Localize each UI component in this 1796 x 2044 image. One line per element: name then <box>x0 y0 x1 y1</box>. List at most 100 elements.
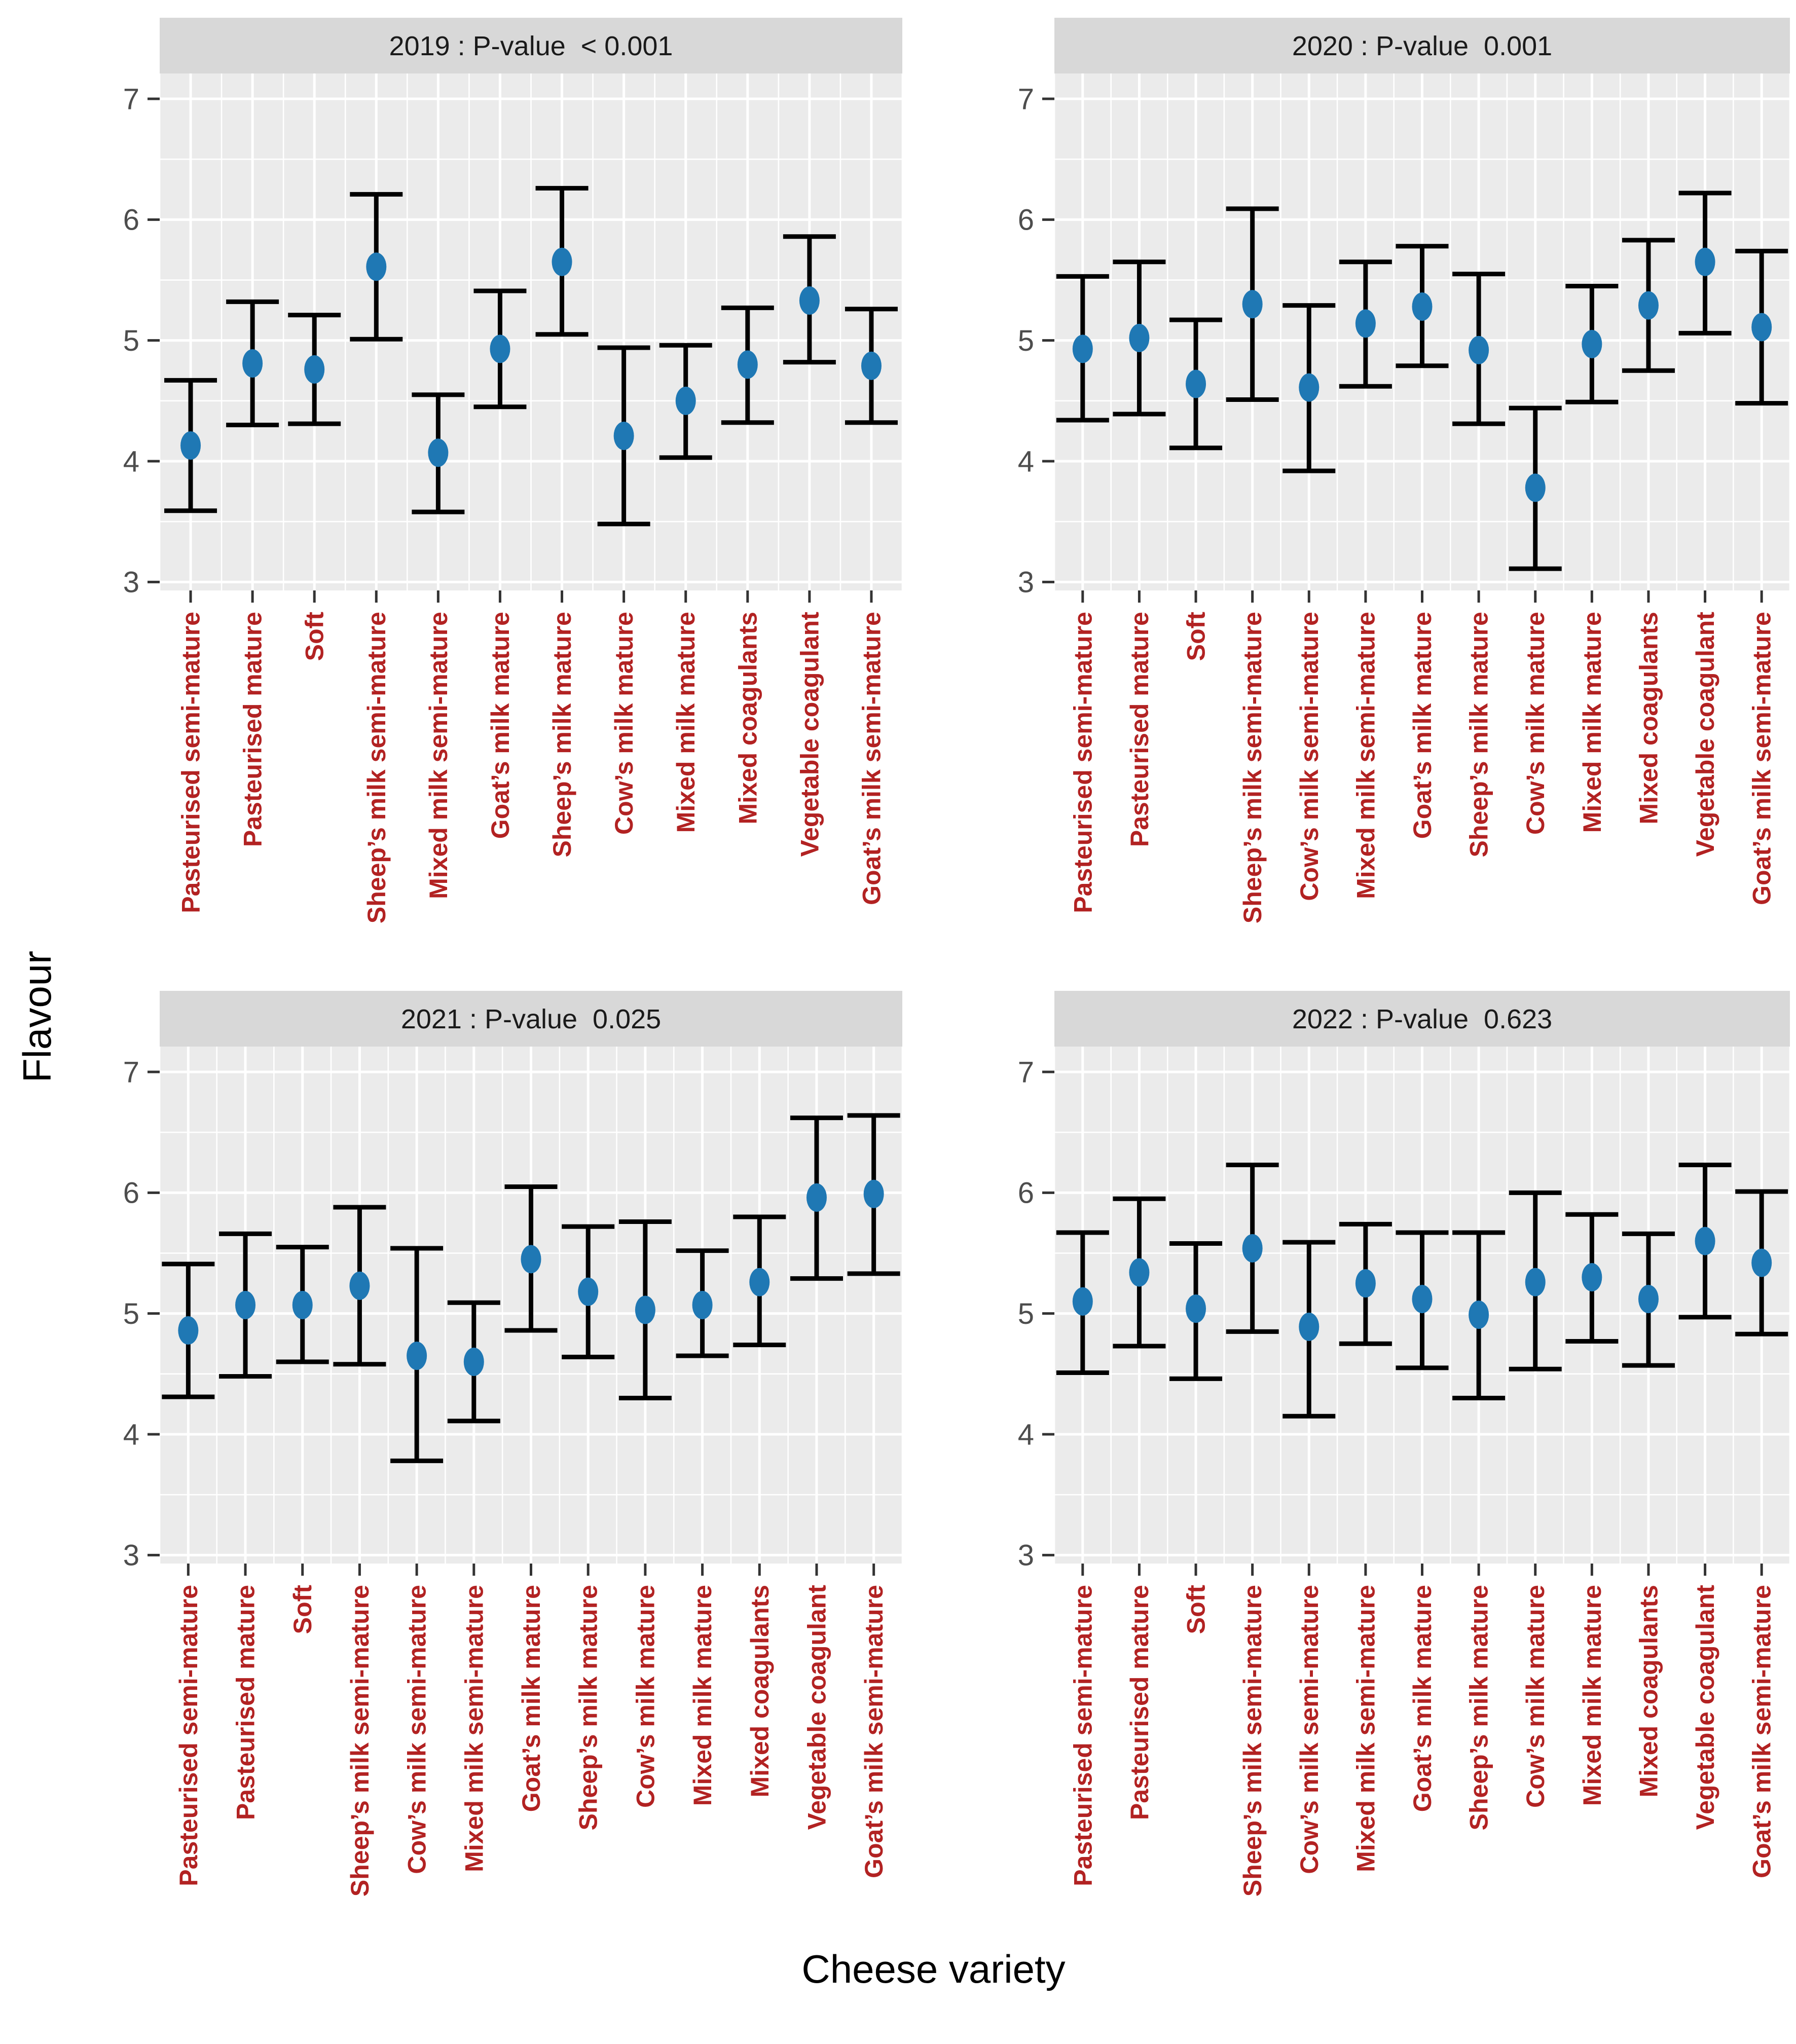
y-tick-label: 6 <box>1018 1177 1034 1210</box>
category-label: Mixed coagulants <box>1634 1585 1663 1798</box>
category-label: Sheep’s milk mature <box>548 612 576 857</box>
data-point <box>737 350 758 379</box>
data-point <box>1638 1285 1659 1314</box>
category-label: Goat’s milk semi-mature <box>1748 1585 1776 1878</box>
data-point <box>635 1295 655 1324</box>
data-point <box>1412 1285 1433 1314</box>
y-tick-label: 3 <box>1018 1539 1034 1572</box>
category-label: Sheep’s milk semi-mature <box>346 1585 374 1897</box>
y-tick-label: 4 <box>1018 445 1034 478</box>
category-label: Soft <box>1182 1585 1211 1634</box>
category-label: Cow’s milk mature <box>610 612 638 835</box>
data-point <box>1299 1312 1319 1341</box>
y-axis-title: Flavour <box>15 950 59 1083</box>
data-point <box>613 421 634 450</box>
facet-2021: 2021 : P-value 0.025 7 6 5 4 3 Pasteurised sem… <box>123 991 903 1897</box>
data-point <box>1355 1269 1376 1298</box>
category-label: Vegetable coagulant <box>795 612 824 857</box>
y-tick-label: 5 <box>123 1297 139 1330</box>
category-label: Pasteurised mature <box>232 1585 260 1820</box>
category-label: Sheep’s milk semi-mature <box>362 612 391 923</box>
category-label: Sheep’s milk semi-mature <box>1238 1585 1267 1897</box>
data-point <box>1751 1248 1772 1277</box>
category-label: Soft <box>1182 612 1211 661</box>
category-label: Cow’s milk semi-mature <box>403 1585 431 1874</box>
facet-strip <box>1054 18 1790 73</box>
category-label: Mixed milk semi-mature <box>1351 612 1380 899</box>
facet-strip <box>160 991 902 1047</box>
data-point <box>242 349 263 378</box>
category-label: Goat’s milk mature <box>1408 612 1437 839</box>
y-tick-label: 3 <box>1018 566 1034 599</box>
data-point <box>1242 1234 1263 1262</box>
category-label: Pasteurised semi-mature <box>177 612 205 913</box>
y-tick-label: 7 <box>123 83 139 116</box>
data-point <box>1638 291 1659 320</box>
category-label: Pasteurised semi-mature <box>174 1585 203 1886</box>
data-point <box>1129 1258 1150 1287</box>
data-point <box>407 1342 427 1370</box>
data-point <box>180 431 201 460</box>
y-tick-label: 6 <box>1018 204 1034 237</box>
facet-2019: 2019 : P-value < 0.001 7 6 5 4 3 Pasteurised s… <box>123 18 903 923</box>
facet-strip <box>1054 991 1790 1047</box>
data-point <box>178 1316 199 1345</box>
category-label: Goat’s milk mature <box>486 612 515 839</box>
data-point <box>1582 1263 1602 1292</box>
category-label: Pasteurised mature <box>1125 1585 1154 1820</box>
category-label: Mixed milk mature <box>672 612 700 833</box>
category-label: Sheep’s milk mature <box>1465 1585 1493 1830</box>
y-tick-label: 7 <box>123 1056 139 1089</box>
data-point <box>692 1291 713 1319</box>
category-label: Mixed milk semi-mature <box>460 1585 488 1872</box>
category-label: Goat’s milk semi-mature <box>1748 612 1776 905</box>
data-point <box>861 351 882 380</box>
data-point <box>463 1348 484 1377</box>
facet-title: 2021 : P-value 0.025 <box>401 1004 661 1034</box>
data-point <box>1469 1300 1489 1329</box>
data-point <box>863 1179 884 1208</box>
data-point <box>1525 473 1546 502</box>
category-label: Vegetable coagulant <box>1691 1585 1719 1830</box>
data-point <box>1751 313 1772 342</box>
category-label: Goat’s milk semi-mature <box>860 1585 888 1878</box>
category-label: Mixed milk semi-mature <box>1351 1585 1380 1872</box>
data-point <box>292 1291 313 1319</box>
category-label: Pasteurised semi-mature <box>1069 612 1097 913</box>
category-label: Mixed coagulants <box>746 1585 774 1798</box>
data-point <box>1525 1268 1546 1296</box>
y-tick-label: 5 <box>1018 1297 1034 1330</box>
data-point <box>1129 323 1150 352</box>
data-point <box>1355 309 1376 338</box>
data-point <box>235 1291 256 1319</box>
data-point <box>749 1268 770 1296</box>
data-point <box>1582 329 1602 358</box>
category-label: Vegetable coagulant <box>802 1585 831 1830</box>
data-point <box>428 438 449 467</box>
data-point <box>366 252 387 281</box>
category-label: Mixed coagulants <box>1634 612 1663 825</box>
facet-2020: 2020 : P-value 0.001 7 6 5 4 3 Pasteurised sem… <box>1018 18 1791 923</box>
category-label: Goat’s milk semi-mature <box>857 612 886 905</box>
data-point <box>578 1277 599 1306</box>
y-tick-label: 7 <box>1018 83 1034 116</box>
data-point <box>806 1183 827 1212</box>
facet-2022: 2022 : P-value 0.623 7 6 5 4 3 Pasteurised sem… <box>1018 991 1791 1897</box>
category-label: Vegetable coagulant <box>1691 612 1719 857</box>
category-label: Soft <box>301 612 329 661</box>
data-point <box>675 386 696 415</box>
category-label: Cow’s milk semi-mature <box>1295 1585 1324 1874</box>
y-tick-label: 3 <box>123 1539 139 1572</box>
data-point <box>552 247 572 276</box>
category-label: Soft <box>288 1585 317 1634</box>
data-point <box>1072 335 1093 363</box>
y-tick-label: 4 <box>123 445 139 478</box>
category-label: Pasteurised semi-mature <box>1069 1585 1097 1886</box>
y-tick-label: 5 <box>123 324 139 357</box>
category-label: Pasteurised mature <box>1125 612 1154 847</box>
category-label: Cow’s milk mature <box>631 1585 659 1808</box>
category-label: Sheep’s milk semi-mature <box>1238 612 1267 923</box>
data-point <box>799 286 820 315</box>
